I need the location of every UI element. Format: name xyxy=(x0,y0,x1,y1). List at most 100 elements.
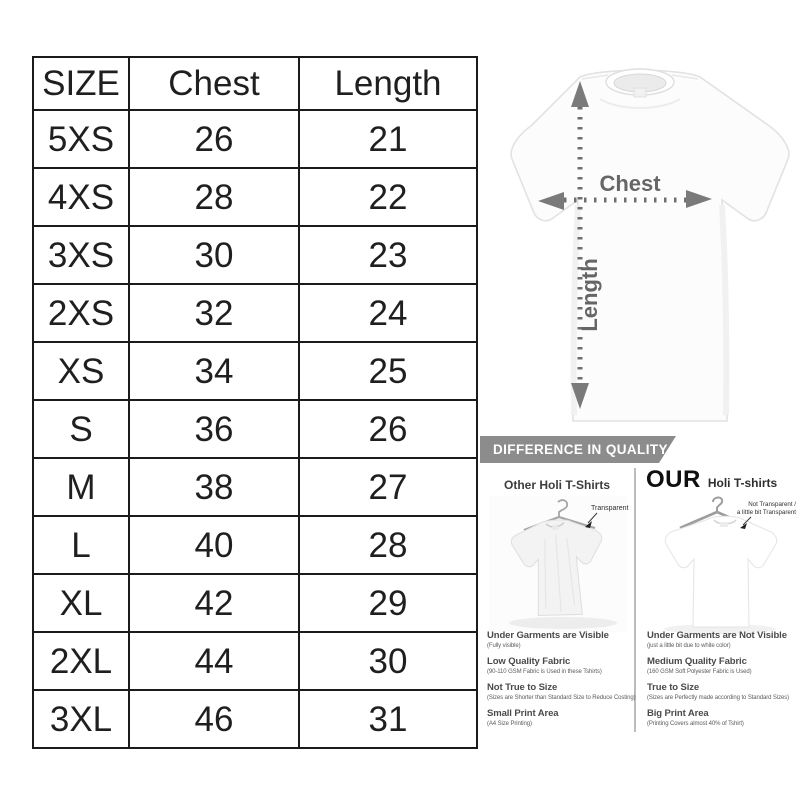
feature-detail: (Printing Covers almost 40% of Tshirt) xyxy=(647,721,744,727)
table-cell: 34 xyxy=(128,341,300,401)
table-cell: 3XL xyxy=(32,689,130,749)
table-row: 3XS 30 23 xyxy=(32,225,478,285)
table-cell: 28 xyxy=(128,167,300,227)
chest-measure-label: Chest xyxy=(599,171,661,196)
table-cell: XS xyxy=(32,341,130,401)
table-header-row: SIZE Chest Length xyxy=(32,56,478,111)
feature-title: Not True to Size xyxy=(487,682,558,693)
table-cell: 29 xyxy=(298,573,478,633)
quality-banner-title: DIFFERENCE IN QUALITY xyxy=(493,442,668,457)
table-cell: 32 xyxy=(128,283,300,343)
table-cell: 3XS xyxy=(32,225,130,285)
size-chart-table: SIZE Chest Length 5XS 26 21 4XS 28 22 3XS 30 23 2… xyxy=(32,56,478,749)
table-cell: 28 xyxy=(298,515,478,575)
other-column-title: Other Holi T-Shirts xyxy=(503,478,610,492)
table-row: M 38 27 xyxy=(32,457,478,517)
column-header-size: SIZE xyxy=(32,56,130,111)
column-header-chest: Chest xyxy=(128,56,300,111)
table-cell: 25 xyxy=(298,341,478,401)
feature-detail: (Fully visible) xyxy=(487,643,521,649)
annotation-arrow-icon xyxy=(740,516,752,529)
table-row: 2XL 44 30 xyxy=(32,631,478,691)
horizontal-chest-arrow xyxy=(538,190,712,210)
table-cell: M xyxy=(32,457,130,517)
table-cell: 44 xyxy=(128,631,300,691)
feature-title: Under Garments are Visible xyxy=(487,630,609,641)
table-cell: 22 xyxy=(298,167,478,227)
table-row: 5XS 26 21 xyxy=(32,109,478,169)
table-cell: 23 xyxy=(298,225,478,285)
table-cell: 2XL xyxy=(32,631,130,691)
table-cell: 24 xyxy=(298,283,478,343)
vertical-length-arrow xyxy=(571,81,589,409)
feature-item: Under Garments are Not Visible (just a li… xyxy=(647,630,799,650)
size-chart-body: 5XS 26 21 4XS 28 22 3XS 30 23 2XS 32 24 XS 34 25 S 36 26 M… xyxy=(32,109,478,749)
our-features: Under Garments are Not Visible (just a li… xyxy=(647,630,799,734)
feature-item: Low Quality Fabric (90-110 GSM Fabric is … xyxy=(487,656,633,676)
table-cell: 40 xyxy=(128,515,300,575)
table-cell: 21 xyxy=(298,109,478,169)
table-cell: 2XS xyxy=(32,283,130,343)
our-annotation-line2: a little bit Transparent xyxy=(737,509,796,516)
other-annotation-label: Transparent xyxy=(591,505,629,512)
feature-item: Big Print Area (Printing Covers almost 40… xyxy=(647,708,799,728)
other-shirt-shape xyxy=(510,519,603,617)
table-cell: 30 xyxy=(128,225,300,285)
column-divider xyxy=(634,468,636,732)
table-row: XS 34 25 xyxy=(32,341,478,401)
feature-title: Under Garments are Not Visible xyxy=(647,630,787,641)
our-shirt-photo xyxy=(664,496,778,634)
feature-detail: (A4 Size Printing) xyxy=(487,721,532,727)
feature-title: Big Print Area xyxy=(647,708,709,719)
measure-tee-illustration: Chest Length xyxy=(510,68,790,422)
table-cell: 31 xyxy=(298,689,478,749)
feature-item: Medium Quality Fabric (160 GSM Soft Polye… xyxy=(647,656,799,676)
table-cell: 27 xyxy=(298,457,478,517)
collar-shadow xyxy=(599,98,681,109)
our-annotation-line1: Not Transparent / xyxy=(748,501,796,508)
feature-item: Under Garments are Visible (Fully visible… xyxy=(487,630,633,650)
feature-detail: (90-110 GSM Fabric is Used in these Tshi… xyxy=(487,669,602,675)
table-row: 4XS 28 22 xyxy=(32,167,478,227)
fold-shade xyxy=(570,204,581,416)
feature-detail: (just a little bit due to white color) xyxy=(647,643,731,649)
table-row: XL 42 29 xyxy=(32,573,478,633)
column-header-length: Length xyxy=(298,56,478,111)
other-shirt-photo xyxy=(489,496,627,632)
feature-item: Not True to Size (Sizes are Shorter than … xyxy=(487,682,636,702)
fold-shade xyxy=(719,204,730,416)
photo-shadow xyxy=(509,617,617,629)
our-column-title: OUR Holi T-shirts xyxy=(646,466,777,494)
feature-title: Low Quality Fabric xyxy=(487,656,571,667)
shoulder-seams xyxy=(581,74,699,80)
feature-title: Medium Quality Fabric xyxy=(647,656,747,667)
table-cell: 46 xyxy=(128,689,300,749)
feature-item: True to Size (Sizes are Perfectly made ac… xyxy=(647,682,799,702)
table-cell: 5XS xyxy=(32,109,130,169)
table-cell: 26 xyxy=(298,399,478,459)
feature-detail: (Sizes are Perfectly made according to S… xyxy=(647,695,790,701)
neck-label xyxy=(633,87,647,98)
our-title-emphasis: OUR xyxy=(646,466,701,493)
tshirt-shape xyxy=(510,69,790,422)
table-row: 2XS 32 24 xyxy=(32,283,478,343)
table-cell: S xyxy=(32,399,130,459)
feature-detail: (Sizes are Shorter than Standard Size to… xyxy=(487,695,636,701)
table-cell: 30 xyxy=(298,631,478,691)
feature-title: Small Print Area xyxy=(487,708,559,719)
other-annotation: Transparent xyxy=(585,505,629,528)
length-measure-label: Length xyxy=(577,258,602,331)
table-cell: 36 xyxy=(128,399,300,459)
table-cell: 26 xyxy=(128,109,300,169)
table-row: L 40 28 xyxy=(32,515,478,575)
feature-detail: (160 GSM Soft Polyester Fabric is Used) xyxy=(647,669,752,675)
table-row: 3XL 46 31 xyxy=(32,689,478,749)
our-shirt-shape xyxy=(664,515,778,628)
table-cell: XL xyxy=(32,573,130,633)
table-cell: 4XS xyxy=(32,167,130,227)
feature-title: True to Size xyxy=(647,682,700,693)
other-features: Under Garments are Visible (Fully visible… xyxy=(487,630,636,734)
table-cell: 38 xyxy=(128,457,300,517)
our-annotation: Not Transparent / a little bit Transpare… xyxy=(737,501,796,529)
table-cell: 42 xyxy=(128,573,300,633)
